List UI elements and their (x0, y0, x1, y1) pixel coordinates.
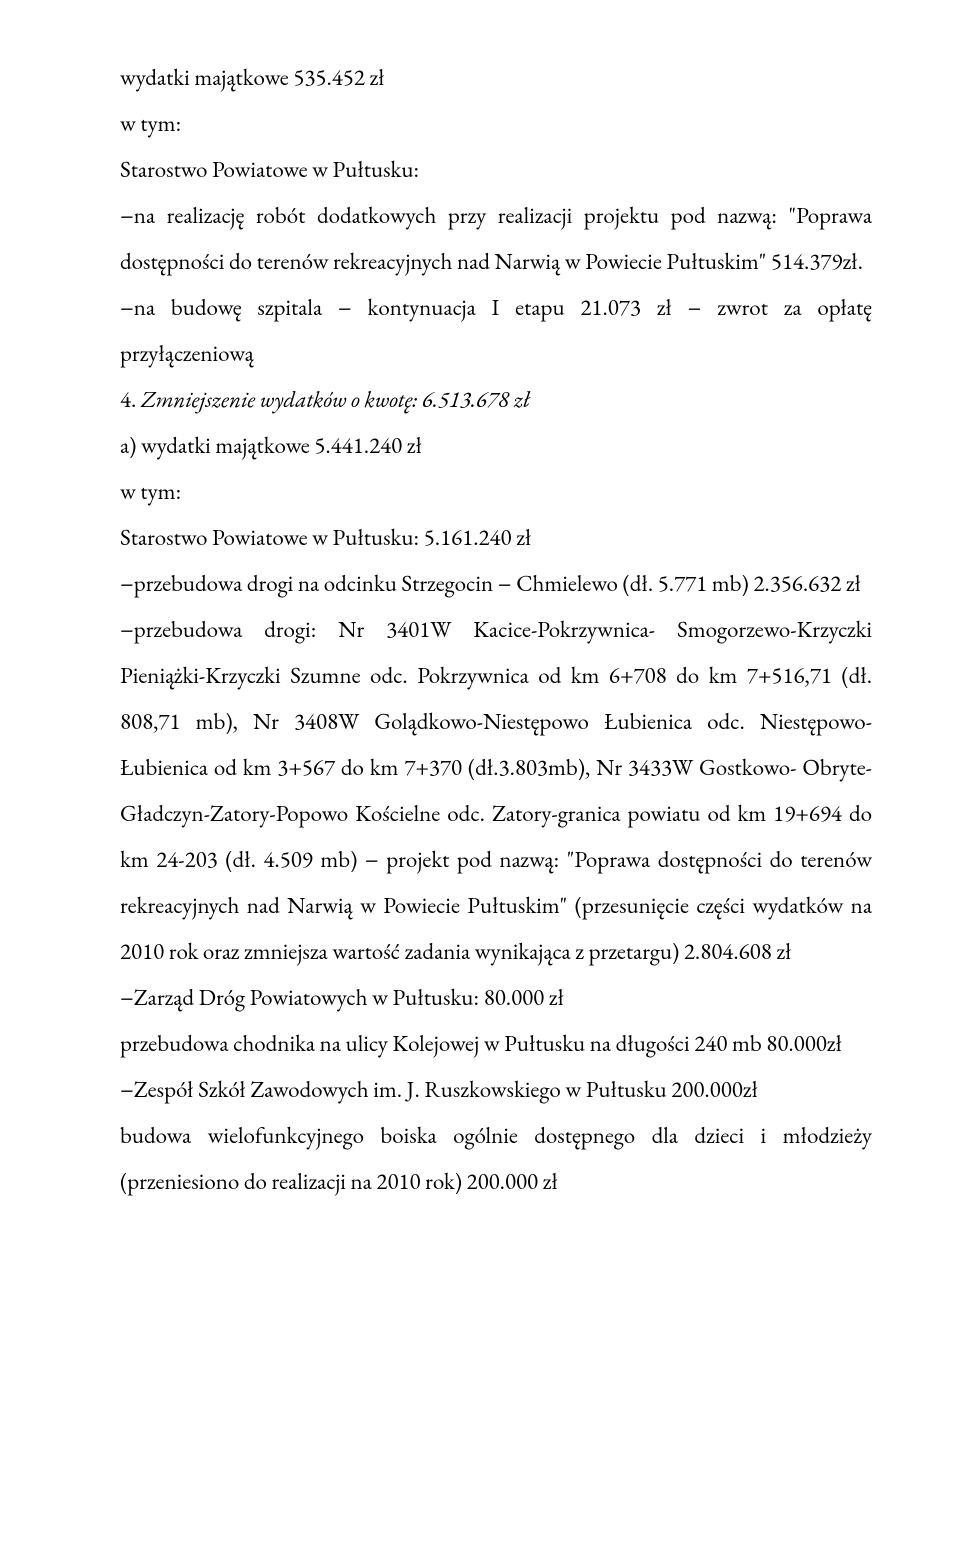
line-w-tym-1: w tym: (120, 100, 872, 146)
line-zespol-szkol: −Zespół Szkół Zawodowych im. J. Ruszkows… (120, 1066, 872, 1112)
para-realizacja-robot: −na realizację robót dodatkowych przy re… (120, 192, 872, 284)
line-w-tym-2: w tym: (120, 468, 872, 514)
line-a-wydatki: a) wydatki majątkowe 5.441.240 zł (120, 422, 872, 468)
line-wydatki-majatkowe: wydatki majątkowe 535.452 zł (120, 54, 872, 100)
para-przebudowa-drogi: −przebudowa drogi: Nr 3401W Kacice-Pokrz… (120, 606, 872, 974)
italic-zmniejszenie: Zmniejszenie wydatków o kwotę: 6.513.678… (141, 384, 530, 414)
para-budowa-boiska: budowa wielofunkcyjnego boiska ogólnie d… (120, 1112, 872, 1204)
para-budowa-szpitala: −na budowę szpitala − kontynuacja I etap… (120, 284, 872, 376)
document-page: wydatki majątkowe 535.452 zł w tym: Star… (0, 0, 960, 1543)
para-zmniejszenie: 4. Zmniejszenie wydatków o kwotę: 6.513.… (120, 376, 872, 422)
line-starostwo-1: Starostwo Powiatowe w Pułtusku: (120, 146, 872, 192)
para-przebudowa-strzegocin: −przebudowa drogi na odcinku Strzegocin … (120, 560, 872, 606)
line-starostwo-2: Starostwo Powiatowe w Pułtusku: 5.161.24… (120, 514, 872, 560)
para-przebudowa-chodnika: przebudowa chodnika na ulicy Kolejowej w… (120, 1020, 872, 1066)
item-number-4: 4. (120, 384, 141, 414)
line-zarzad-drog: −Zarząd Dróg Powiatowych w Pułtusku: 80.… (120, 974, 872, 1020)
